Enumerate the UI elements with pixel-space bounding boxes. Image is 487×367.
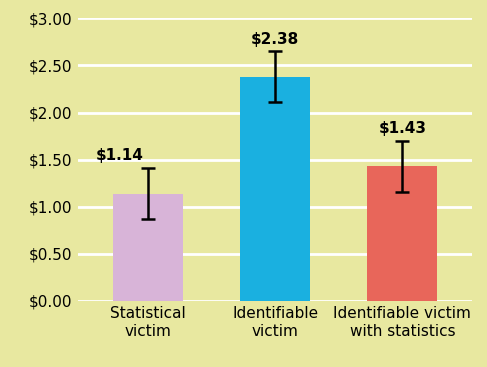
Bar [113, 193, 183, 301]
Text: $1.43: $1.43 [378, 121, 427, 136]
Bar [367, 166, 437, 301]
Bar [240, 77, 310, 301]
Text: $1.14: $1.14 [96, 148, 144, 163]
Text: $2.38: $2.38 [251, 32, 300, 47]
